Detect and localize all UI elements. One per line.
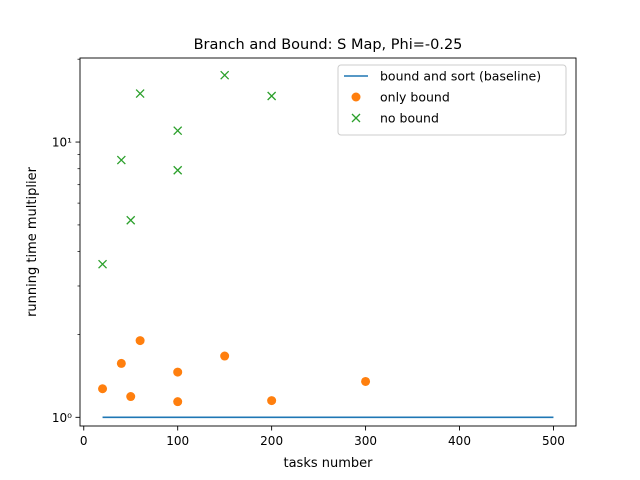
data-point [267,91,277,101]
x-tick-label: 300 [354,434,377,448]
data-point [220,351,230,361]
series-2 [98,70,277,269]
legend-label: only bound [380,90,450,105]
y-tick-label: 10⁰ [52,411,72,425]
legend-swatch [351,113,361,123]
legend-label: bound and sort (baseline) [380,69,541,84]
data-point [135,336,145,346]
data-point [135,89,145,99]
axes: 0 100 200 300 400 500 10⁰ 10¹ [52,57,577,448]
series-1 [98,336,371,407]
legend-box [337,64,567,136]
x-tick-label: 400 [448,434,471,448]
x-tick-label: 200 [260,434,283,448]
legend: bound and sort (baseline) only bound no bo… [337,64,567,136]
y-tick-label: 10¹ [52,136,72,150]
x-tick-label: 100 [166,434,189,448]
legend-swatch [351,92,361,102]
data-point [98,259,108,269]
y-axis-label: running time multiplier [25,166,40,316]
chart-title: Branch and Bound: S Map, Phi=-0.25 [194,37,463,53]
plot-area [98,70,554,419]
data-point [116,358,126,368]
data-point [116,155,126,165]
legend-label: no bound [380,111,439,126]
data-point [173,397,183,407]
axes-frame [79,57,577,427]
data-point [361,376,371,386]
data-point [126,215,136,225]
data-point [220,70,230,80]
x-tick-label: 0 [80,434,88,448]
data-point [267,396,277,406]
data-point [173,126,183,136]
data-point [98,384,108,394]
x-axis-label: tasks number [283,456,373,471]
data-point [173,165,183,175]
data-point [173,367,183,377]
x-tick-label: 500 [542,434,565,448]
data-point [126,392,136,402]
